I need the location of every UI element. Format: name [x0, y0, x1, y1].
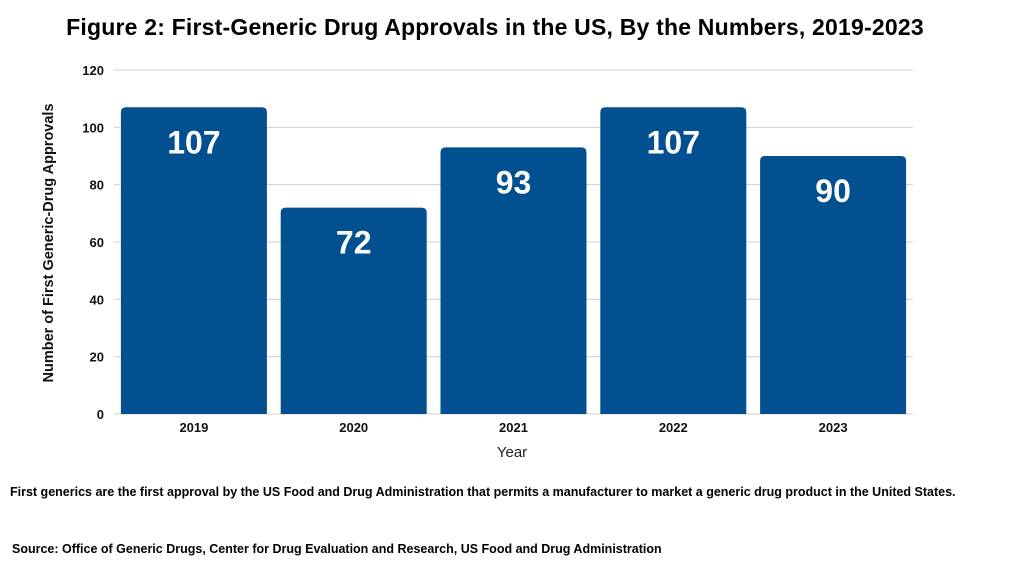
source-note: Source: Office of Generic Drugs, Center …: [12, 542, 662, 556]
y-tick-label: 20: [90, 350, 104, 365]
bar-value-label: 107: [647, 124, 700, 160]
bar-2021: [440, 147, 587, 414]
bar-value-label: 93: [496, 164, 532, 200]
bar-chart: 0 20 40 60 80 100 120 107 72 93 107 90 2019 2020 202…: [41, 63, 913, 461]
x-tick-label: 2020: [339, 420, 368, 435]
bar-2022: [600, 107, 747, 415]
bar-value-label: 90: [815, 173, 851, 209]
bar-value-label: 107: [167, 124, 220, 160]
y-tick-labels: 0 20 40 60 80 100 120: [82, 63, 104, 422]
chart-title: Figure 2: First-Generic Drug Approvals i…: [66, 14, 924, 40]
x-tick-label: 2021: [499, 420, 528, 435]
bar-2019: [120, 107, 267, 415]
footnote: First generics are the first approval by…: [10, 485, 956, 499]
x-axis-label: Year: [497, 444, 527, 461]
x-tick-label: 2022: [659, 420, 688, 435]
x-tick-label: 2019: [179, 420, 208, 435]
bar-2020: [280, 207, 427, 414]
y-axis-label: Number of First Generic-Drug Approvals: [41, 103, 57, 382]
y-tick-label: 0: [97, 407, 104, 422]
bar-2023: [760, 156, 907, 414]
x-tick-labels: 2019 2020 2021 2022 2023: [179, 420, 847, 435]
y-tick-label: 80: [90, 178, 104, 193]
bar-value-labels: 107 72 93 107 90: [167, 124, 851, 260]
y-tick-label: 120: [82, 63, 104, 78]
bars: [120, 107, 907, 415]
y-tick-label: 40: [90, 292, 104, 307]
y-tick-label: 60: [90, 235, 104, 250]
x-tick-label: 2023: [819, 420, 848, 435]
y-tick-label: 100: [82, 120, 104, 135]
bar-value-label: 72: [336, 225, 372, 261]
